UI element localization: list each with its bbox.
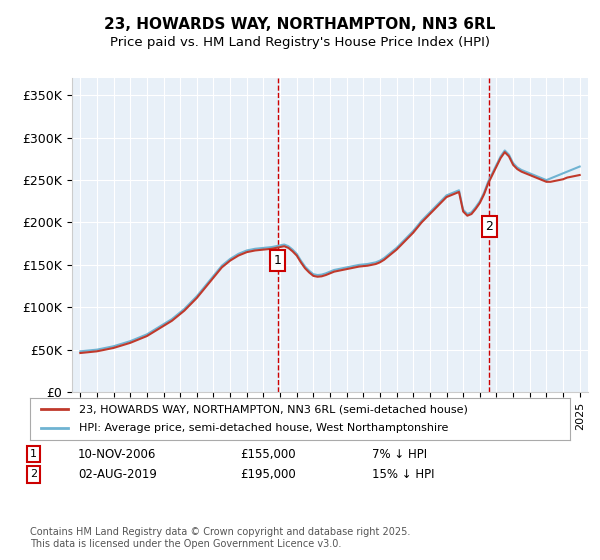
Text: £195,000: £195,000 xyxy=(240,468,296,481)
Text: 15% ↓ HPI: 15% ↓ HPI xyxy=(372,468,434,481)
Text: Price paid vs. HM Land Registry's House Price Index (HPI): Price paid vs. HM Land Registry's House … xyxy=(110,36,490,49)
Text: 1: 1 xyxy=(30,449,37,459)
Text: 23, HOWARDS WAY, NORTHAMPTON, NN3 6RL: 23, HOWARDS WAY, NORTHAMPTON, NN3 6RL xyxy=(104,17,496,32)
Text: 2: 2 xyxy=(485,220,493,233)
Text: HPI: Average price, semi-detached house, West Northamptonshire: HPI: Average price, semi-detached house,… xyxy=(79,423,448,433)
Text: 10-NOV-2006: 10-NOV-2006 xyxy=(78,448,157,461)
Text: 02-AUG-2019: 02-AUG-2019 xyxy=(78,468,157,481)
Text: 7% ↓ HPI: 7% ↓ HPI xyxy=(372,448,427,461)
Text: £155,000: £155,000 xyxy=(240,448,296,461)
Text: Contains HM Land Registry data © Crown copyright and database right 2025.
This d: Contains HM Land Registry data © Crown c… xyxy=(30,527,410,549)
Text: 2: 2 xyxy=(30,469,37,479)
Text: 23, HOWARDS WAY, NORTHAMPTON, NN3 6RL (semi-detached house): 23, HOWARDS WAY, NORTHAMPTON, NN3 6RL (s… xyxy=(79,404,467,414)
Text: 1: 1 xyxy=(274,254,281,267)
